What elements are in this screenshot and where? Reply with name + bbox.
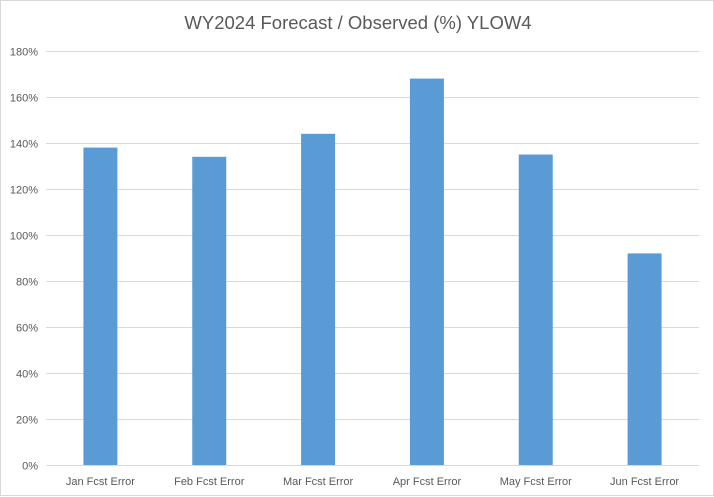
- x-tick-label: Feb Fcst Error: [174, 476, 245, 488]
- bar: [627, 253, 662, 465]
- y-tick-label: 20%: [16, 415, 38, 427]
- bar: [83, 147, 118, 465]
- y-axis-ticks: 0% 20% 40% 60% 80% 100% 120% 140% 160% 180%: [10, 47, 38, 473]
- x-tick-label: Mar Fcst Error: [283, 476, 354, 488]
- gridlines: [46, 51, 699, 466]
- y-tick-label: 0%: [22, 461, 38, 473]
- bar: [301, 133, 336, 466]
- x-tick-label: Jun Fcst Error: [610, 476, 679, 488]
- y-tick-label: 40%: [16, 369, 38, 381]
- y-tick-label: 100%: [10, 231, 38, 243]
- bars: [83, 78, 662, 466]
- x-tick-label: Jan Fcst Error: [66, 476, 135, 488]
- y-tick-label: 160%: [10, 93, 38, 105]
- x-axis-ticks: Jan Fcst Error Feb Fcst Error Mar Fcst Err…: [66, 476, 680, 488]
- bar: [192, 156, 227, 466]
- y-tick-label: 140%: [10, 139, 38, 151]
- y-tick-label: 120%: [10, 185, 38, 197]
- chart-title: WY2024 Forecast / Observed (%) YLOW4: [184, 12, 531, 33]
- x-tick-label: May Fcst Error: [500, 476, 572, 488]
- y-tick-label: 80%: [16, 277, 38, 289]
- bar: [518, 154, 553, 465]
- y-tick-label: 60%: [16, 323, 38, 335]
- y-tick-label: 180%: [10, 47, 38, 59]
- bar: [409, 78, 444, 465]
- x-tick-label: Apr Fcst Error: [393, 476, 462, 488]
